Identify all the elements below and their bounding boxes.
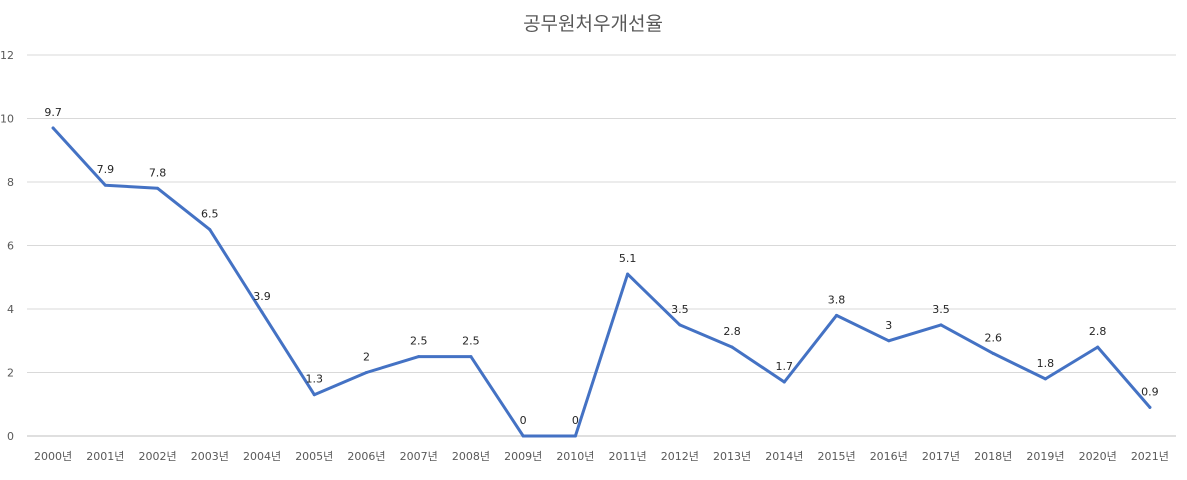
data-point (417, 355, 421, 359)
x-tick-label: 2004년 (243, 450, 281, 463)
x-tick-label: 2008년 (452, 450, 490, 463)
data-label: 6.5 (201, 208, 219, 221)
x-tick-label: 2020년 (1079, 450, 1117, 463)
data-label: 3 (885, 319, 892, 332)
x-tick-label: 2014년 (765, 450, 803, 463)
y-tick-label: 4 (7, 303, 14, 316)
y-tick-label: 10 (0, 113, 14, 126)
x-tick-label: 2002년 (139, 450, 177, 463)
x-tick-label: 2003년 (191, 450, 229, 463)
data-label: 0 (520, 414, 527, 427)
x-tick-label: 2009년 (504, 450, 542, 463)
data-label: 2.5 (462, 335, 480, 348)
data-point (260, 310, 264, 314)
data-point (730, 345, 734, 349)
data-point (1148, 405, 1152, 409)
x-tick-label: 2021년 (1131, 450, 1169, 463)
y-tick-label: 2 (7, 367, 14, 380)
data-label: 2 (363, 351, 370, 364)
data-label: 7.8 (149, 166, 167, 179)
data-point (469, 355, 473, 359)
data-point (208, 228, 212, 232)
data-labels: 9.7 7.9 7.8 6.5 3.9 1.3 2 2.5 2.5 0 0 5.1 3.5 2.8 1.7 3… (44, 106, 1158, 427)
y-tick-label: 12 (0, 49, 14, 62)
x-tick-label: 2000년 (34, 450, 72, 463)
data-label: 9.7 (44, 106, 62, 119)
data-label: 1.7 (776, 360, 794, 373)
data-label: 0.9 (1141, 385, 1159, 398)
data-point (156, 186, 160, 190)
data-point (835, 313, 839, 317)
data-label: 5.1 (619, 252, 637, 265)
data-point (364, 371, 368, 374)
data-label: 1.8 (1037, 357, 1055, 370)
data-point (991, 351, 995, 355)
series-line (51, 126, 1152, 438)
x-tick-label: 2012년 (661, 450, 699, 463)
data-label: 3.5 (932, 303, 950, 316)
data-point (782, 380, 786, 384)
data-label: 3.5 (671, 303, 689, 316)
data-label: 2.5 (410, 335, 428, 348)
y-tick-label: 0 (7, 430, 14, 443)
data-point (678, 323, 682, 327)
x-tick-label: 2015년 (817, 450, 855, 463)
x-tick-label: 2006년 (347, 450, 385, 463)
y-axis-ticks: 0 2 4 6 8 10 12 (0, 49, 14, 443)
x-tick-label: 2013년 (713, 450, 751, 463)
chart-title: 공무원처우개선율 (523, 13, 663, 35)
data-point (103, 183, 107, 187)
data-point (573, 434, 577, 438)
data-point (1096, 345, 1100, 349)
y-tick-label: 8 (7, 176, 14, 189)
x-tick-label: 2018년 (974, 450, 1012, 463)
x-tick-label: 2005년 (295, 450, 333, 463)
data-point (1043, 377, 1047, 381)
data-label: 2.8 (1089, 325, 1107, 338)
data-label: 7.9 (97, 163, 115, 176)
data-label: 2.8 (723, 325, 741, 338)
x-axis-ticks: 2000년 2001년 2002년 2003년 2004년 2005년 2006년 2007년… (34, 450, 1169, 463)
data-point (887, 339, 891, 343)
data-label: 0 (572, 414, 579, 427)
x-tick-label: 2011년 (609, 450, 647, 463)
gridlines (27, 54, 1176, 437)
x-tick-label: 2017년 (922, 450, 960, 463)
x-tick-label: 2007년 (400, 450, 438, 463)
data-label: 3.8 (828, 293, 846, 306)
x-tick-label: 2010년 (556, 450, 594, 463)
data-point (51, 126, 55, 130)
x-tick-label: 2016년 (870, 450, 908, 463)
data-point (521, 434, 525, 438)
series-layer (51, 126, 1152, 438)
y-tick-label: 6 (7, 240, 14, 253)
data-label: 3.9 (253, 290, 271, 303)
data-label: 2.6 (984, 331, 1002, 344)
data-point (626, 272, 630, 276)
x-tick-label: 2019년 (1026, 450, 1064, 463)
data-point (939, 323, 943, 327)
data-point (312, 393, 316, 397)
x-tick-label: 2001년 (86, 450, 124, 463)
data-label: 1.3 (306, 373, 324, 386)
